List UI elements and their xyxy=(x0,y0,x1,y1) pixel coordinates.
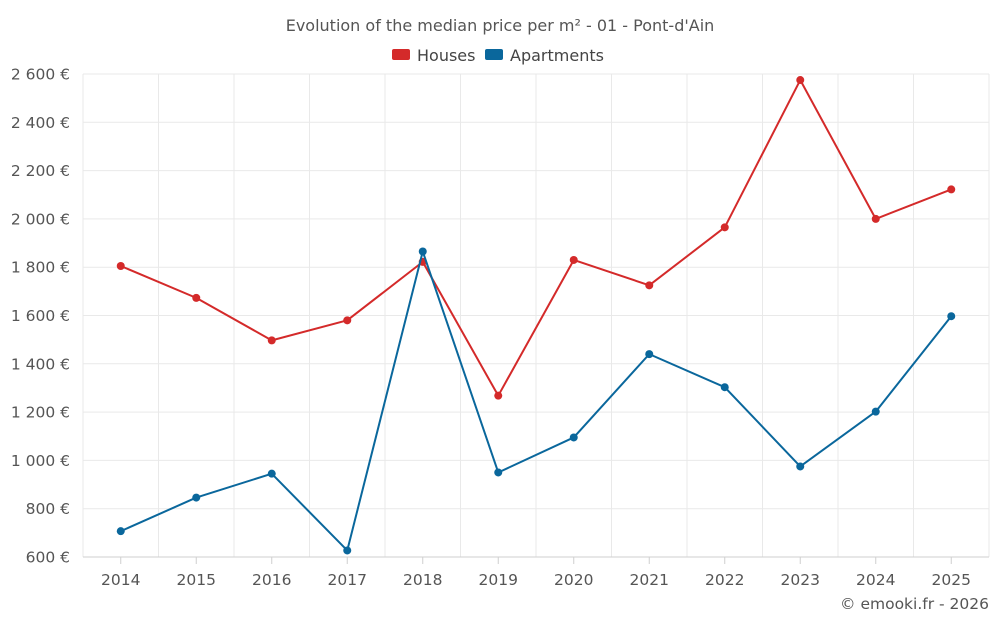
y-tick-label: 1 400 € xyxy=(11,355,70,373)
y-tick-label: 2 000 € xyxy=(11,210,70,228)
copyright-credit: © emooki.fr - 2026 xyxy=(840,595,989,613)
y-tick-label: 800 € xyxy=(26,500,70,518)
apartments-point[interactable] xyxy=(343,546,352,555)
houses-point[interactable] xyxy=(494,391,503,400)
houses-point[interactable] xyxy=(116,261,125,270)
x-tick-label: 2019 xyxy=(479,571,518,589)
x-tick-label: 2017 xyxy=(328,571,367,589)
apartments-point[interactable] xyxy=(494,468,503,477)
series-houses xyxy=(116,76,956,400)
houses-point[interactable] xyxy=(343,316,352,325)
apartments-point[interactable] xyxy=(871,407,880,416)
legend-label: Houses xyxy=(417,46,475,65)
legend-item-houses[interactable]: Houses xyxy=(392,46,475,65)
x-tick-label: 2023 xyxy=(781,571,820,589)
legend-item-apartments[interactable]: Apartments xyxy=(485,46,604,65)
apartments-point[interactable] xyxy=(116,527,125,536)
x-tick-label: 2021 xyxy=(630,571,669,589)
y-tick-label: 1 000 € xyxy=(11,452,70,470)
y-tick-label: 2 200 € xyxy=(11,162,70,180)
y-tick-label: 1 200 € xyxy=(11,404,70,422)
x-tick-label: 2016 xyxy=(252,571,291,589)
chart-title: Evolution of the median price per m² - 0… xyxy=(286,16,715,35)
apartments-point[interactable] xyxy=(192,493,201,502)
series-layer xyxy=(116,76,956,555)
x-tick-label: 2015 xyxy=(177,571,216,589)
houses-point[interactable] xyxy=(267,336,276,345)
y-tick-label: 1 600 € xyxy=(11,307,70,325)
y-tick-label: 2 400 € xyxy=(11,114,70,132)
houses-point[interactable] xyxy=(645,281,654,290)
y-tick-label: 600 € xyxy=(26,549,70,567)
houses-point[interactable] xyxy=(796,76,805,85)
x-tick-label: 2018 xyxy=(403,571,442,589)
legend: Houses Apartments xyxy=(392,46,604,65)
grid xyxy=(82,73,990,557)
apartments-point[interactable] xyxy=(569,433,578,442)
x-tick-label: 2022 xyxy=(705,571,744,589)
legend-swatch xyxy=(485,49,503,60)
axes: 600 € 800 € 1 000 € 1 200 € 1 400 € 1 600 € 1 … xyxy=(11,66,989,589)
legend-label: Apartments xyxy=(510,46,604,65)
x-tick-label: 2025 xyxy=(932,571,971,589)
y-tick-label: 2 600 € xyxy=(11,66,70,84)
x-tick-label: 2024 xyxy=(856,571,895,589)
apartments-point[interactable] xyxy=(418,247,427,256)
apartments-point[interactable] xyxy=(720,383,729,392)
apartments-point[interactable] xyxy=(645,350,654,359)
apartments-point[interactable] xyxy=(267,469,276,478)
houses-point[interactable] xyxy=(871,214,880,223)
x-tick-label: 2014 xyxy=(101,571,140,589)
series-apartments xyxy=(116,247,956,555)
houses-line xyxy=(120,79,952,397)
houses-point[interactable] xyxy=(947,185,956,194)
apartments-point[interactable] xyxy=(796,462,805,471)
houses-point[interactable] xyxy=(569,255,578,264)
apartments-line xyxy=(120,250,953,552)
y-tick-label: 1 800 € xyxy=(11,259,70,277)
houses-point[interactable] xyxy=(720,223,729,232)
apartments-point[interactable] xyxy=(947,312,956,321)
x-tick-label: 2020 xyxy=(554,571,593,589)
houses-point[interactable] xyxy=(192,293,201,302)
legend-swatch xyxy=(392,49,410,60)
